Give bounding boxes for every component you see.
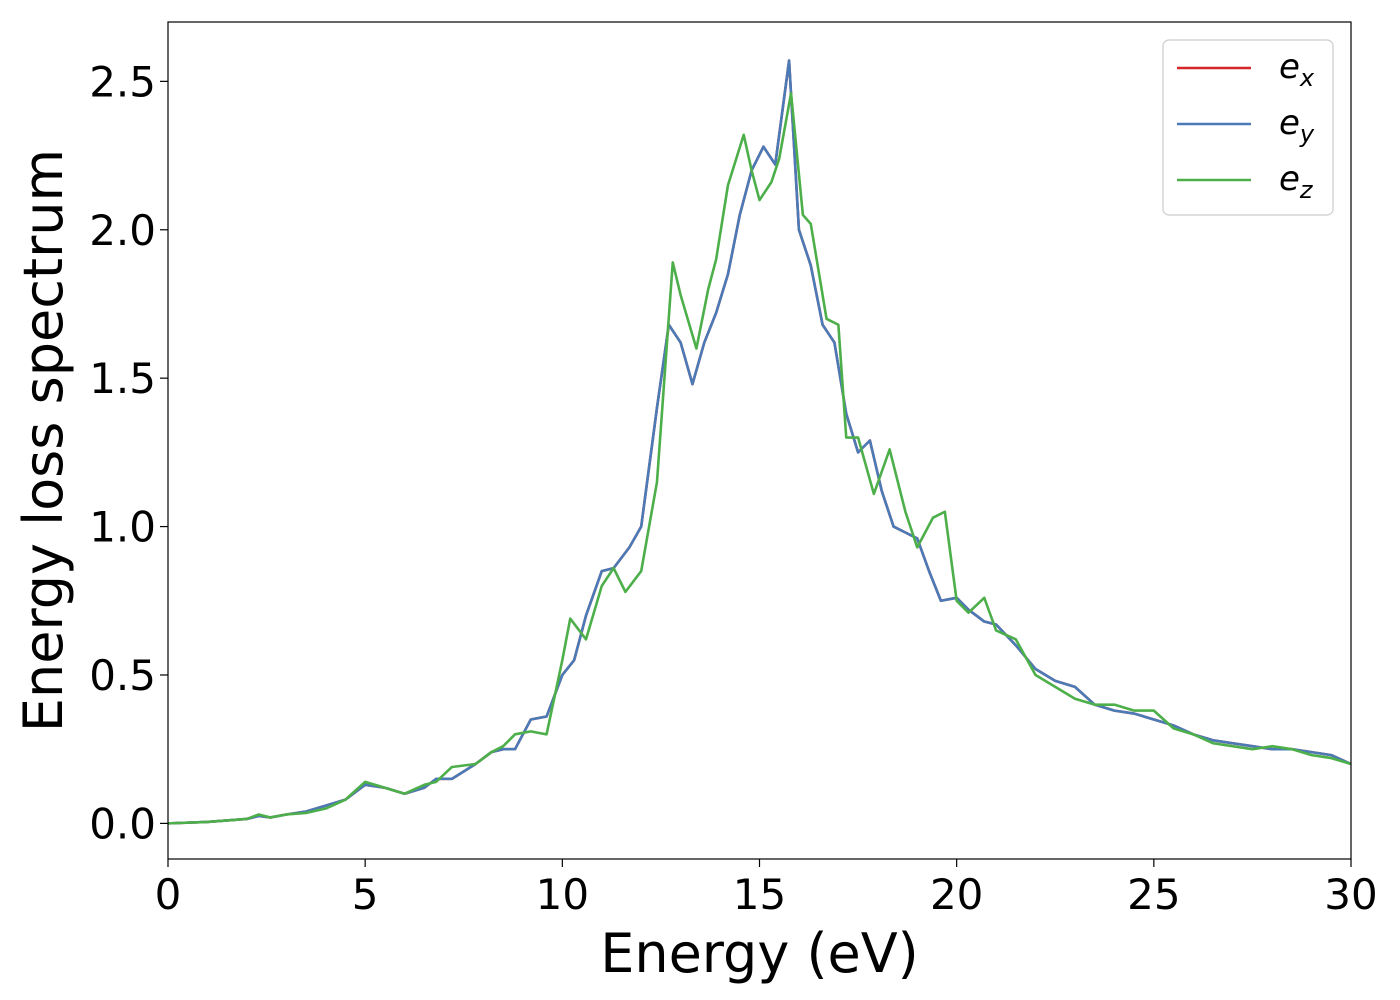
series-line-ez <box>167 91 1352 825</box>
y-tick-label: 0.0 <box>89 799 156 848</box>
plot-lines <box>167 59 1352 825</box>
legend-label: ex <box>1279 47 1315 92</box>
y-tick-label: 2.5 <box>89 57 156 106</box>
y-axis-label: Energy loss spectrum <box>12 149 75 732</box>
x-axis-ticks: 0 5 10 15 20 25 30 <box>155 859 1378 919</box>
x-tick-label: 10 <box>536 870 589 919</box>
legend-box <box>1162 39 1334 216</box>
legend-label: ez <box>1279 159 1314 204</box>
legend: ex ey ez <box>1162 39 1334 216</box>
series-line-ey <box>167 59 1352 825</box>
x-tick-label: 15 <box>733 870 786 919</box>
x-axis-label: Energy (eV) <box>600 922 919 985</box>
y-tick-label: 2.0 <box>89 206 156 255</box>
y-axis-ticks: 0.0 0.5 1.0 1.5 2.0 2.5 <box>89 57 168 848</box>
y-tick-label: 1.5 <box>89 354 156 403</box>
x-tick-label: 30 <box>1324 870 1377 919</box>
y-tick-label: 1.0 <box>89 503 156 552</box>
x-tick-label: 20 <box>930 870 983 919</box>
legend-label: ey <box>1279 103 1315 148</box>
x-tick-label: 0 <box>155 870 182 919</box>
y-tick-label: 0.5 <box>89 651 156 700</box>
x-tick-label: 25 <box>1127 870 1180 919</box>
x-tick-label: 5 <box>352 870 379 919</box>
